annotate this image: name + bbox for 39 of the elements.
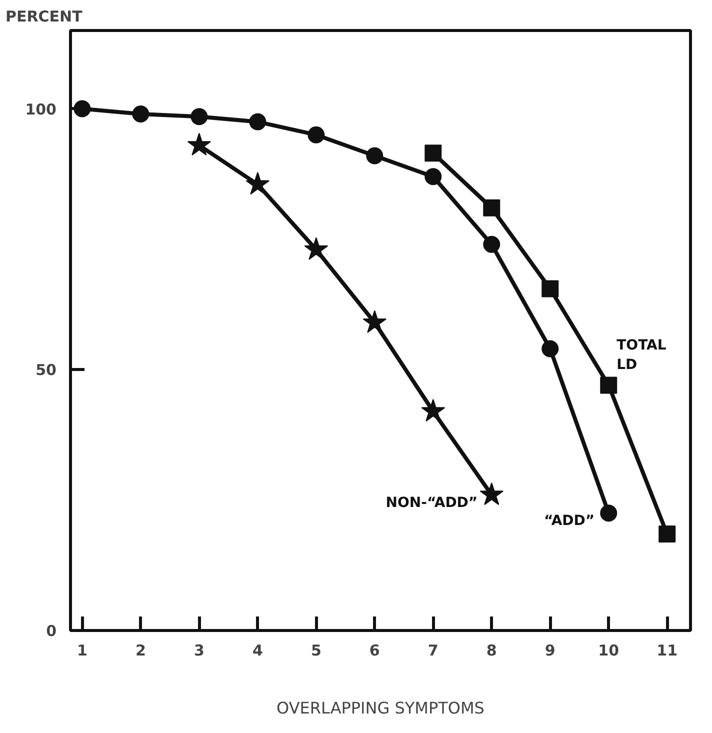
point [366,147,384,164]
point [304,237,328,260]
point [362,310,387,333]
x-tick-label: 3 [194,642,204,660]
point [190,108,208,126]
y-tick-label: 100 [25,100,56,118]
series-label: “ADD” [544,513,595,530]
x-tick-label: 11 [656,642,678,660]
point [187,132,212,156]
point [421,398,446,422]
point [658,525,676,542]
x-tick-label: 9 [544,642,556,660]
x-tick-label: 4 [252,642,263,660]
y-axis-title: PERCENT [6,8,84,26]
x-tick-label: 7 [428,642,438,660]
y-tick-label: 0 [46,622,56,640]
point [542,280,559,298]
x-tick-label: 10 [598,642,620,660]
point [480,482,504,506]
x-tick-label: 6 [369,642,380,660]
series-label: TOTAL LD [616,338,666,373]
point [424,144,442,162]
x-tick-label: 5 [310,642,322,660]
x-axis-title: OVERLAPPING SYMPTOMS [276,698,484,718]
point [600,376,618,394]
point [483,199,500,216]
point [542,340,559,358]
point [424,168,442,186]
point [132,105,150,122]
x-tick-label: 8 [486,642,497,660]
point [246,172,270,195]
y-tick-label: 50 [36,361,56,380]
point [308,126,325,144]
point [483,236,500,253]
x-tick-label: 2 [135,642,146,660]
series-label: NON-“ADD” [386,494,478,511]
point [600,504,618,522]
x-tick-label: 1 [76,642,88,660]
point [249,113,266,130]
